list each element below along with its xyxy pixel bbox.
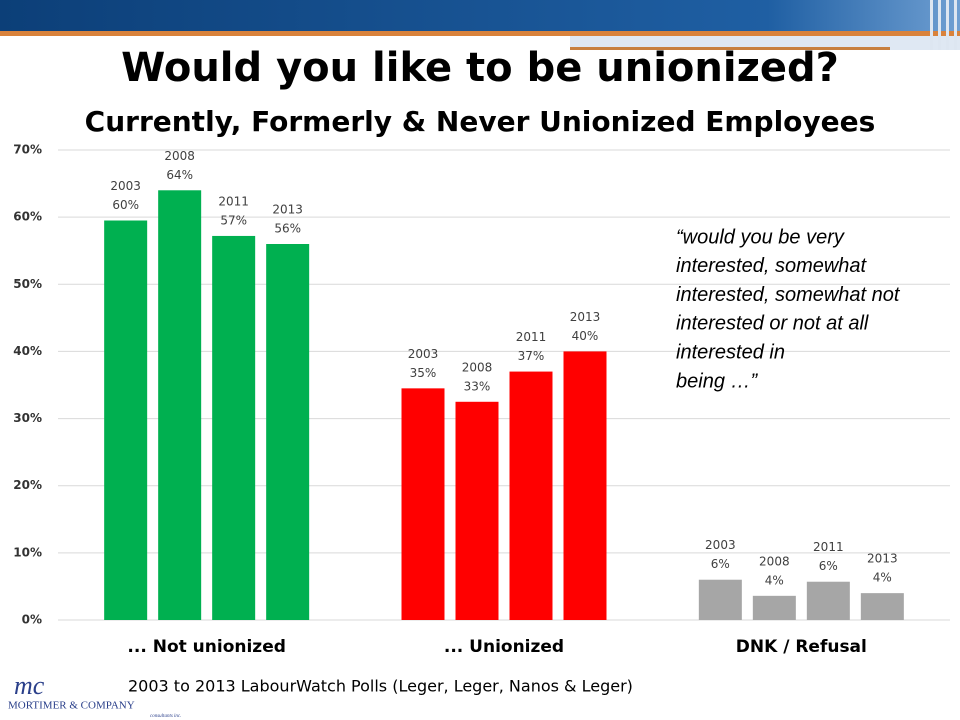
data-label: 64%: [166, 168, 193, 182]
data-label: 6%: [819, 559, 838, 573]
data-label-year: 2013: [272, 203, 303, 217]
logo-name: MORTIMER & COMPANY: [8, 700, 135, 712]
annotation-line: being …”: [676, 370, 758, 392]
y-tick-label: 60%: [13, 210, 42, 224]
data-label-year: 2011: [813, 540, 844, 554]
x-tick-label: ... Not unionized: [127, 637, 285, 657]
data-label: 37%: [518, 349, 545, 363]
x-tick-label: ... Unionized: [444, 637, 564, 657]
corner-stripes: [930, 0, 957, 50]
data-label: 40%: [572, 329, 599, 343]
y-tick-label: 0%: [22, 613, 42, 627]
chart-title: Would you like to be unionized?: [121, 45, 839, 91]
data-label: 4%: [873, 571, 892, 585]
data-label-year: 2008: [164, 149, 195, 163]
data-label: 60%: [112, 198, 139, 212]
annotation-line: interested, somewhat not: [676, 284, 901, 306]
source-note: 2003 to 2013 LabourWatch Polls (Leger, L…: [128, 677, 633, 696]
data-label: 4%: [765, 573, 784, 587]
y-tick-label: 10%: [13, 545, 42, 559]
y-tick-label: 70%: [13, 143, 42, 157]
data-label-year: 2011: [516, 330, 547, 344]
bar: [752, 595, 796, 620]
data-label: 57%: [220, 213, 247, 227]
x-tick-label: DNK / Refusal: [736, 637, 867, 657]
bar: [563, 351, 607, 620]
header-shade: [570, 36, 960, 50]
bar: [698, 579, 742, 620]
data-label: 35%: [410, 366, 437, 380]
bar: [212, 235, 256, 620]
data-label-year: 2011: [218, 194, 249, 208]
logo-tagline: consultants inc.: [150, 714, 181, 719]
data-label: 56%: [274, 222, 301, 236]
bar: [401, 388, 445, 620]
annotation-line: interested, somewhat: [676, 255, 868, 277]
y-tick-label: 30%: [13, 411, 42, 425]
bar: [509, 371, 553, 620]
data-label-year: 2003: [408, 347, 439, 361]
data-label: 33%: [464, 379, 491, 393]
annotation-line: interested or not at all: [676, 313, 869, 335]
bar: [806, 581, 850, 620]
y-tick-label: 40%: [13, 344, 42, 358]
y-tick-label: 50%: [13, 277, 42, 291]
header-stripe: [0, 31, 960, 36]
bar: [860, 593, 904, 620]
data-label-year: 2008: [462, 360, 493, 374]
data-label: 6%: [711, 557, 730, 571]
annotation-line: interested in: [676, 341, 785, 363]
data-label-year: 2013: [570, 310, 601, 324]
data-label-year: 2013: [867, 552, 898, 566]
bar: [266, 244, 310, 620]
bar: [455, 401, 499, 620]
data-label-year: 2008: [759, 554, 790, 568]
data-label-year: 2003: [705, 538, 736, 552]
logo-mark: mc: [14, 671, 45, 700]
header-line: [570, 47, 890, 50]
data-label-year: 2003: [110, 179, 141, 193]
annotation-line: “would you be very: [676, 226, 845, 248]
bar: [104, 220, 148, 620]
chart-subtitle: Currently, Formerly & Never Unionized Em…: [85, 105, 876, 138]
bar: [158, 190, 202, 621]
y-tick-label: 20%: [13, 478, 42, 492]
header-band: [0, 0, 960, 31]
